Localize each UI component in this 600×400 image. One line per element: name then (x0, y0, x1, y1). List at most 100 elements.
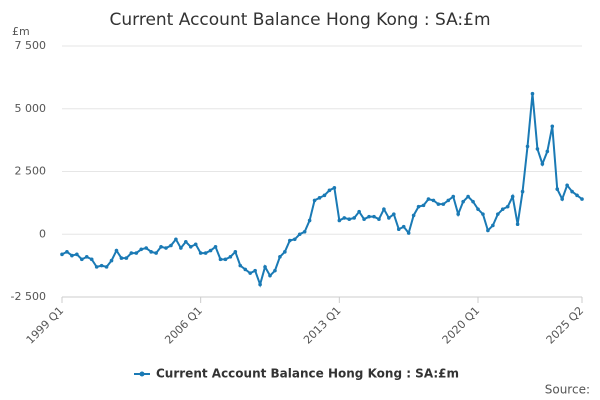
point (283, 250, 287, 254)
point (179, 246, 183, 250)
point (218, 257, 223, 262)
source: Source: (545, 383, 590, 397)
point (258, 282, 262, 287)
point (169, 243, 173, 248)
point (540, 162, 545, 166)
point (213, 245, 218, 249)
x-tick-label: 2020 Q1 (440, 304, 483, 347)
point (60, 252, 64, 257)
y-tick-label: 7 500 (15, 39, 47, 52)
point (114, 248, 119, 253)
point (520, 189, 525, 194)
point (327, 188, 332, 193)
point (505, 204, 510, 209)
point (268, 273, 272, 278)
point (312, 198, 317, 203)
point (347, 217, 352, 221)
point (550, 124, 555, 129)
point (144, 246, 148, 250)
point (193, 242, 198, 247)
point (273, 268, 277, 273)
point (188, 245, 193, 249)
point (555, 187, 560, 191)
point (396, 227, 401, 232)
point (426, 197, 431, 201)
point (570, 189, 574, 194)
point (441, 202, 446, 206)
point (198, 251, 203, 255)
point (362, 217, 366, 221)
point (575, 193, 579, 198)
point (436, 202, 441, 206)
point (476, 207, 480, 211)
point (89, 257, 94, 262)
point (119, 256, 124, 260)
point (263, 265, 267, 269)
point (129, 251, 134, 255)
point (248, 271, 252, 275)
point (243, 267, 248, 272)
point (164, 246, 168, 250)
point (337, 218, 342, 223)
point (486, 228, 490, 233)
point (421, 203, 426, 208)
y-axis-unit: £m (12, 25, 30, 38)
point (104, 265, 109, 269)
point (535, 147, 540, 151)
point (382, 207, 386, 211)
point (392, 212, 396, 216)
point (322, 193, 327, 198)
point (297, 232, 302, 237)
point (228, 255, 233, 259)
x-tick-label: 2006 Q1 (162, 304, 205, 347)
point (456, 212, 460, 216)
x-tick-label: 2013 Q1 (301, 304, 344, 347)
point (406, 231, 411, 235)
point (94, 265, 99, 269)
point (317, 196, 322, 200)
point (292, 237, 297, 242)
point (525, 144, 530, 149)
series-line (61, 93, 583, 288)
point (233, 250, 238, 254)
point (580, 197, 584, 201)
point (139, 247, 144, 252)
point (471, 199, 475, 204)
point (238, 263, 243, 268)
point (466, 194, 470, 199)
point (109, 258, 114, 263)
point (124, 256, 129, 260)
point (84, 255, 89, 259)
point (560, 197, 564, 201)
point (357, 209, 361, 214)
point (134, 251, 139, 255)
point (515, 222, 520, 227)
point (500, 207, 505, 211)
point (352, 216, 356, 220)
point (491, 223, 495, 228)
point (387, 216, 391, 220)
point (565, 183, 569, 188)
point (288, 238, 292, 243)
point (530, 91, 535, 96)
point (545, 149, 550, 154)
point (367, 214, 371, 219)
x-tick-label: 2025 Q2 (544, 304, 587, 347)
point (184, 239, 188, 244)
point (80, 257, 84, 262)
point (372, 214, 376, 219)
point (416, 204, 421, 209)
y-tick-label: 2 500 (15, 165, 47, 178)
point (253, 268, 257, 273)
y-tick-label: 0 (39, 227, 46, 240)
point (208, 248, 213, 253)
point (278, 255, 282, 259)
point (496, 212, 500, 216)
point (223, 257, 228, 262)
point (149, 250, 153, 254)
point (302, 229, 307, 234)
point (461, 199, 465, 204)
point (159, 245, 163, 249)
point (203, 251, 208, 255)
